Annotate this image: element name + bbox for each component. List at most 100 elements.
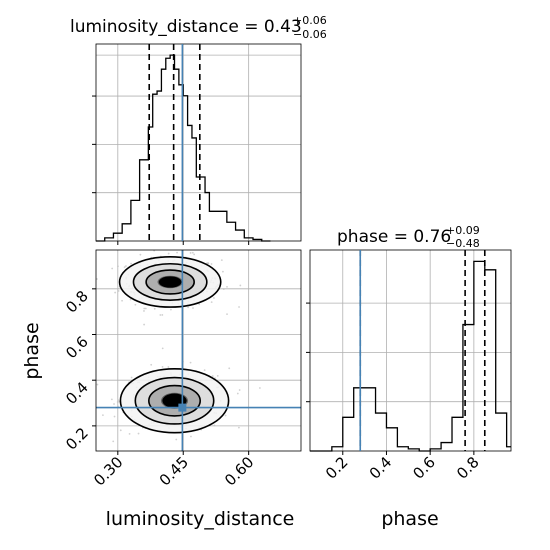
x-tick-label: 0.30 [90,453,126,489]
scatter-point [161,314,164,316]
panel-luminosity-distance-hist [92,43,302,245]
contour-line [145,269,195,295]
scatter-point [128,432,131,435]
scatter-point [112,440,115,443]
scatter-point [96,383,99,386]
scatter-point [176,251,178,254]
scatter-point [130,376,133,379]
panel-2d-contour: 0.30 0.45 0.60 0.2 0.4 0.6 0.8 [62,249,302,489]
scatter-point [213,297,215,299]
contour-line [132,262,208,301]
x-tick-label: 0.6 [409,453,439,483]
x-tick-label: 0.8 [453,453,483,483]
scatter-point [189,361,192,364]
histogram-step [310,260,511,452]
x-axis-label-phase: phase [381,508,438,530]
scatter-point [226,286,228,288]
scatter-point [224,414,227,417]
scatter-point [228,367,231,370]
title-phase: phase = 0.76 [337,227,451,247]
scatter-point [193,253,196,256]
scatter-point [81,267,83,269]
scatter-point [123,266,126,269]
scatter-point [239,284,242,287]
scatter-point [143,323,146,326]
scatter-point [102,414,104,417]
scatter-point [238,426,240,429]
scatter-point [144,307,147,310]
contour-line [148,384,202,417]
plot-area [81,250,301,466]
x-tick-label: 0.60 [221,453,257,489]
contour-line [134,376,215,425]
y-tick-label: 0.6 [62,333,92,363]
scatter-point [216,374,219,377]
scatter-point [175,438,178,441]
scatter-point [153,307,156,310]
scatter-point [125,265,127,267]
title-luminosity-distance-upper-error: +0.06 [293,14,327,27]
scatter-point [258,387,261,389]
contour-line [119,367,230,434]
scatter-point [139,253,142,256]
scatter-point [137,432,140,435]
title-phase-upper-error: +0.09 [446,224,480,237]
scatter-point [116,401,119,403]
contour-core [158,276,182,288]
x-tick-label: 0.2 [322,453,352,483]
scatter-point [121,299,123,302]
scatter-point [161,365,164,368]
scatter-point [187,306,190,309]
contour-line [118,256,222,308]
scatter-point [206,262,208,265]
scatter-point [114,291,117,294]
scatter-point [113,415,116,418]
scatter-point [198,303,201,306]
scatter-point [158,464,160,466]
scatter-point [222,270,224,273]
x-tick-label: 0.4 [366,453,396,483]
scatter-point [117,290,120,292]
histogram-step [96,54,271,242]
y-tick-label: 0.8 [62,287,92,317]
x-tick-label: 0.45 [156,453,192,489]
scatter-point [210,301,213,304]
scatter-point [110,398,113,401]
y-axis-label-phase: phase [21,322,43,379]
panel-phase-hist: 0.2 0.4 0.6 0.8 [306,249,512,483]
title-phase-lower-error: −0.48 [446,237,480,250]
y-tick-label: 0.4 [62,378,92,408]
scatter-point [167,366,170,368]
scatter-point [213,424,216,427]
scatter-point [170,308,172,311]
scatter-point [226,313,228,316]
scatter-point [129,298,132,301]
scatter-point [192,307,194,309]
scatter-point [236,392,239,395]
scatter-point [150,363,153,366]
scatter-point [161,347,164,350]
scatter-point [238,389,241,391]
scatter-point [143,307,146,310]
scatter-point [111,267,114,270]
scatter-point [117,287,119,290]
scatter-point [210,263,213,265]
truth-marker [178,403,187,412]
scatter-point [117,399,120,401]
scatter-point [220,259,223,261]
scatter-point [211,375,214,377]
axes-frame [309,249,512,452]
scatter-point [130,262,133,265]
scatter-point [189,252,192,254]
scatter-point [134,303,137,306]
scatter-point [113,403,115,405]
title-luminosity-distance-lower-error: −0.06 [293,28,327,41]
axes-frame [95,43,302,242]
scatter-point [191,251,194,254]
scatter-point [167,252,170,255]
scatter-point [159,314,162,316]
scatter-point [96,278,98,280]
scatter-point [119,429,122,432]
